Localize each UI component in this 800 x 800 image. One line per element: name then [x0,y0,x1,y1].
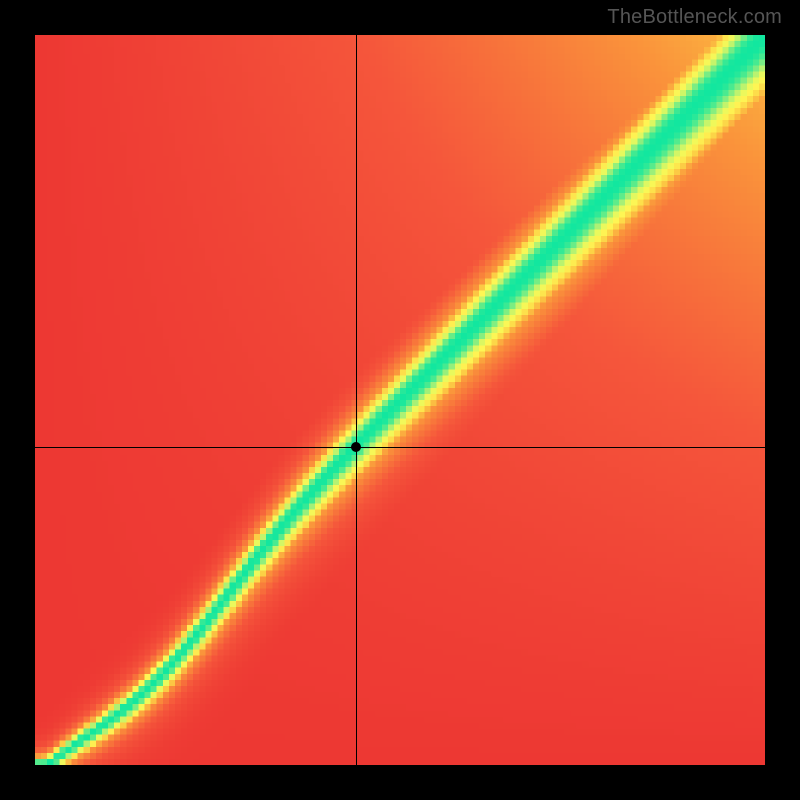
outer-frame: TheBottleneck.com [0,0,800,800]
watermark-text: TheBottleneck.com [607,6,782,29]
heatmap-canvas [35,35,765,765]
marker-dot [351,442,361,452]
crosshair-vertical [356,35,357,765]
crosshair-horizontal [35,447,765,448]
